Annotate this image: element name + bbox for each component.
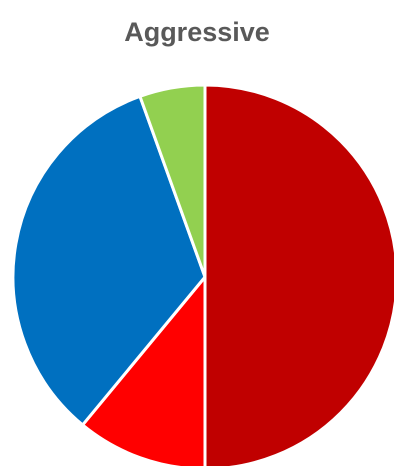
pie-slice-1 [203,83,394,466]
pie-slice-3 [11,94,207,427]
pie-slice-2 [81,275,207,466]
pie-slice-4 [138,83,207,279]
chart-title: Aggressive [124,17,270,47]
